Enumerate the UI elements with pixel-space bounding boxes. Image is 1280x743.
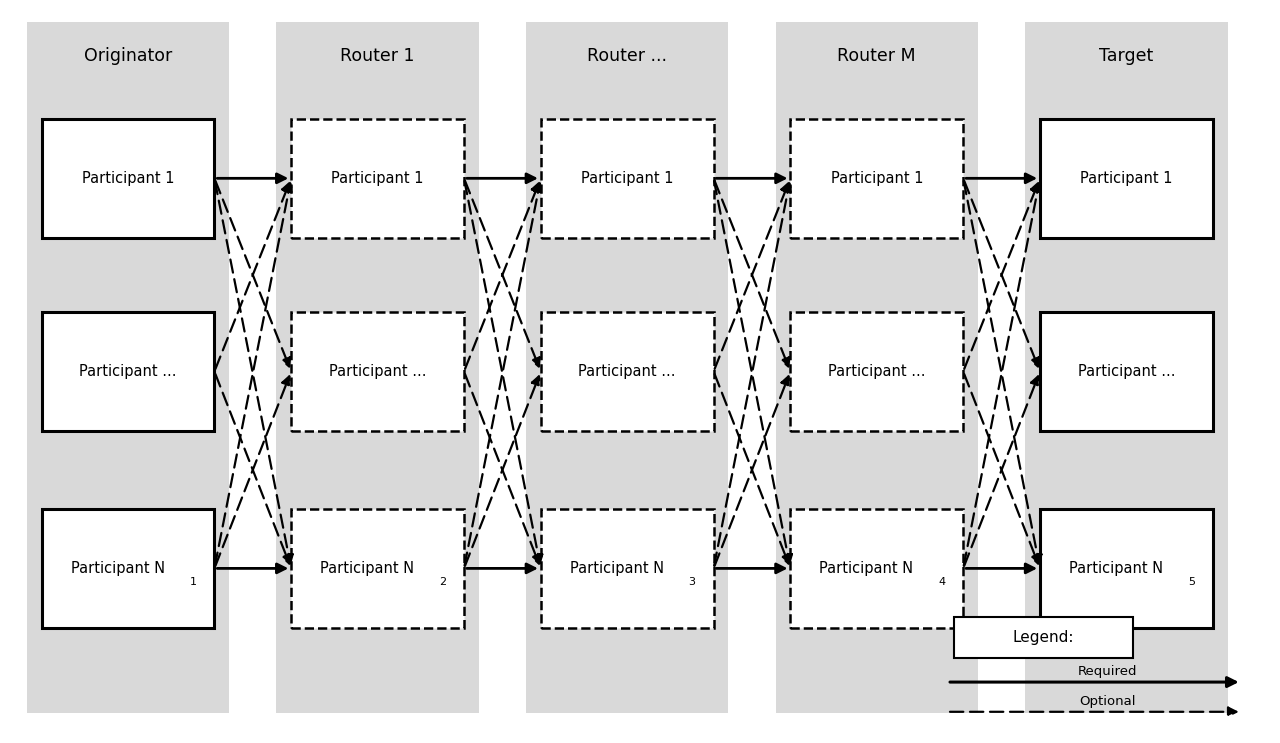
FancyBboxPatch shape	[540, 119, 714, 238]
Text: Router M: Router M	[837, 47, 916, 65]
FancyBboxPatch shape	[41, 119, 215, 238]
FancyBboxPatch shape	[540, 312, 714, 431]
Text: Required: Required	[1078, 666, 1137, 678]
FancyBboxPatch shape	[526, 22, 728, 713]
FancyBboxPatch shape	[276, 22, 479, 713]
FancyBboxPatch shape	[1039, 509, 1213, 628]
FancyBboxPatch shape	[1039, 119, 1213, 238]
Text: 1: 1	[189, 577, 196, 587]
Text: Participant ...: Participant ...	[329, 364, 426, 379]
Text: Participant 1: Participant 1	[332, 171, 424, 186]
Text: Target: Target	[1100, 47, 1153, 65]
Text: 3: 3	[689, 577, 695, 587]
FancyBboxPatch shape	[41, 509, 215, 628]
Text: Participant ...: Participant ...	[579, 364, 676, 379]
FancyBboxPatch shape	[1025, 22, 1228, 713]
FancyBboxPatch shape	[540, 509, 714, 628]
FancyBboxPatch shape	[791, 312, 964, 431]
Text: Router ...: Router ...	[588, 47, 667, 65]
Text: Participant N: Participant N	[320, 561, 415, 576]
Text: Optional: Optional	[1079, 695, 1135, 708]
Text: Participant N: Participant N	[70, 561, 165, 576]
Text: Participant ...: Participant ...	[1078, 364, 1175, 379]
FancyBboxPatch shape	[292, 509, 465, 628]
Text: Participant N: Participant N	[819, 561, 914, 576]
Text: Participant 1: Participant 1	[581, 171, 673, 186]
Text: Originator: Originator	[84, 47, 172, 65]
Text: Participant 1: Participant 1	[82, 171, 174, 186]
FancyBboxPatch shape	[27, 22, 229, 713]
FancyBboxPatch shape	[776, 22, 978, 713]
FancyBboxPatch shape	[41, 312, 215, 431]
FancyBboxPatch shape	[954, 617, 1133, 658]
Text: Participant ...: Participant ...	[79, 364, 177, 379]
Text: Participant 1: Participant 1	[1080, 171, 1172, 186]
FancyBboxPatch shape	[791, 509, 964, 628]
FancyBboxPatch shape	[292, 312, 465, 431]
Text: 4: 4	[938, 577, 946, 587]
Text: Participant ...: Participant ...	[828, 364, 925, 379]
Text: Router 1: Router 1	[340, 47, 415, 65]
FancyBboxPatch shape	[292, 119, 465, 238]
Text: Participant N: Participant N	[1069, 561, 1164, 576]
FancyBboxPatch shape	[1039, 312, 1213, 431]
Text: 2: 2	[439, 577, 447, 587]
Text: Legend:: Legend:	[1012, 629, 1074, 645]
Text: 5: 5	[1188, 577, 1194, 587]
Text: Participant 1: Participant 1	[831, 171, 923, 186]
FancyBboxPatch shape	[791, 119, 964, 238]
Text: Participant N: Participant N	[570, 561, 664, 576]
